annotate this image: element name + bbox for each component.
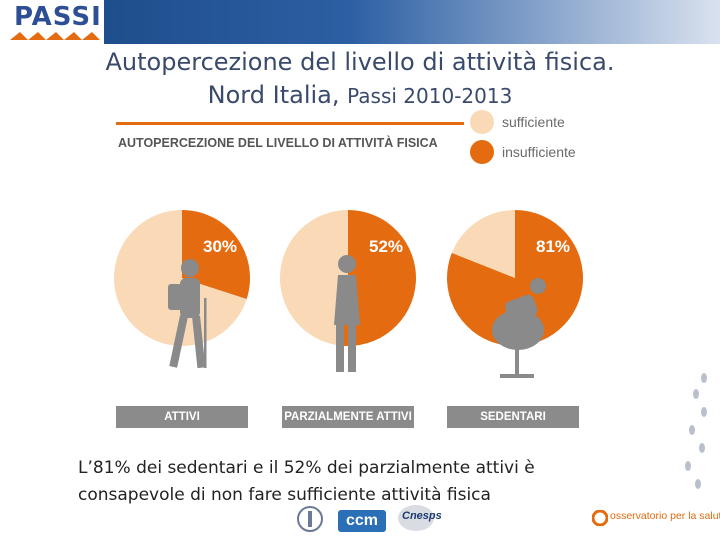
legend-item-sufficiente: sufficiente	[470, 110, 565, 134]
walker-figure-icon	[334, 255, 360, 372]
data-label-attivi: 30%	[203, 237, 237, 256]
header-band: PASSI	[0, 0, 720, 44]
legend-swatch-insufficiente	[470, 140, 494, 164]
decorative-footprints-icon	[685, 373, 707, 489]
title-region: Nord Italia,	[207, 81, 340, 109]
caption: L’81% dei sedentari e il 52% dei parzial…	[78, 458, 535, 505]
logo-figures-icon	[10, 32, 100, 40]
passi-logo: PASSI	[6, 2, 102, 42]
page-title: Autopercezione del livello di attività f…	[105, 48, 615, 109]
data-label-sedentari: 81%	[536, 237, 570, 256]
pie-slice-sufficiente-sedentari	[451, 210, 515, 278]
cnesps-logo: Cnesps	[396, 502, 442, 532]
pie-slice-sufficiente-parzialmente-attivi	[279, 209, 348, 346]
data-label-parzialmente-attivi: 52%	[369, 237, 403, 256]
header-blue-strip	[104, 0, 720, 44]
seated-figure-icon	[492, 278, 546, 378]
title-period: Passi 2010-2013	[347, 84, 513, 108]
pie-slice-insufficiente-sedentari	[447, 210, 583, 346]
category-label-attivi: ATTIVI	[116, 406, 248, 428]
heading-rule	[116, 122, 464, 125]
category-label-sedentari: SEDENTARI	[447, 406, 579, 428]
chart-title: AUTOPERCEZIONE DEL LIVELLO DI ATTIVITÀ F…	[118, 136, 438, 150]
ministry-emblem-icon	[296, 505, 324, 533]
infographic: AUTOPERCEZIONE DEL LIVELLO DI ATTIVITÀ F…	[110, 108, 600, 438]
ccm-logo: ccm	[338, 510, 386, 532]
hiker-figure-icon	[168, 259, 207, 369]
pie-slice-insufficiente-attivi	[182, 210, 250, 300]
pie-slice-sufficiente-attivi	[114, 210, 247, 346]
category-label-parzialmente-attivi: PARZIALMENTE ATTIVI	[282, 406, 414, 428]
legend-swatch-sufficiente	[470, 110, 494, 134]
legend-item-insufficiente: insufficiente	[470, 140, 576, 164]
osservatorio-logo: osservatorio per la salute	[592, 507, 720, 529]
pie-charts: 30% 52% 81%	[114, 209, 583, 378]
